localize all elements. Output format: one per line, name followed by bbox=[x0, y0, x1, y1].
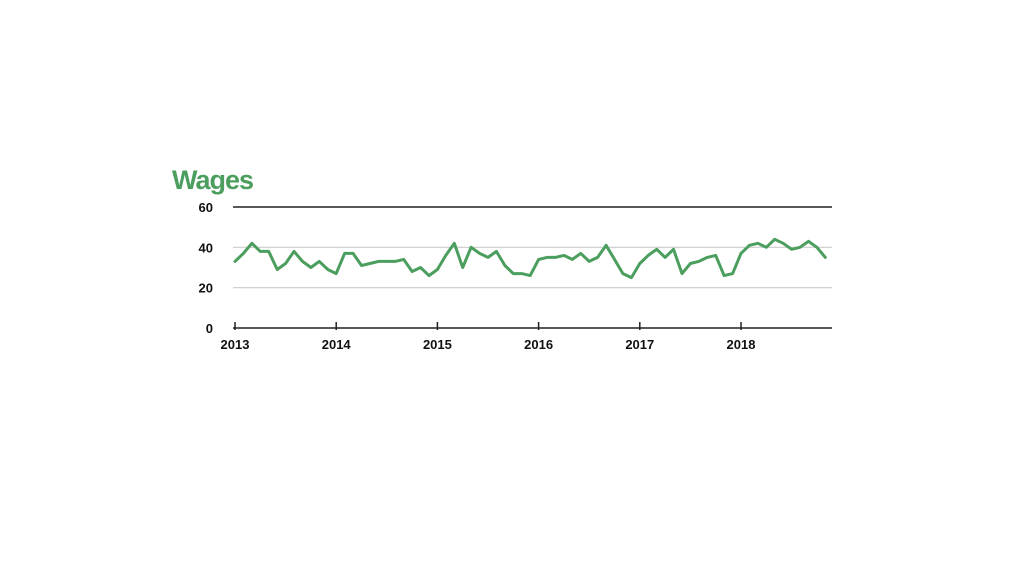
tick-labels: 0 20 40 60 2013 2014 2015 2016 2017 2018 bbox=[199, 200, 756, 352]
y-tick-label-40: 40 bbox=[199, 240, 213, 255]
x-tick-label-2013: 2013 bbox=[221, 337, 250, 352]
y-tick-label-60: 60 bbox=[199, 200, 213, 215]
y-tick-label-20: 20 bbox=[199, 281, 213, 296]
x-tick-label-2015: 2015 bbox=[423, 337, 452, 352]
axes bbox=[233, 322, 832, 330]
y-tick-label-0: 0 bbox=[206, 321, 213, 336]
x-tick-label-2014: 2014 bbox=[322, 337, 352, 352]
series-layer bbox=[233, 237, 827, 280]
x-tick-label-2017: 2017 bbox=[625, 337, 654, 352]
chart-title: Wages bbox=[172, 165, 254, 195]
series-line-0 bbox=[233, 237, 827, 280]
x-tick-label-2018: 2018 bbox=[727, 337, 756, 352]
x-tick-label-2016: 2016 bbox=[524, 337, 553, 352]
grid-lines bbox=[233, 206, 832, 289]
